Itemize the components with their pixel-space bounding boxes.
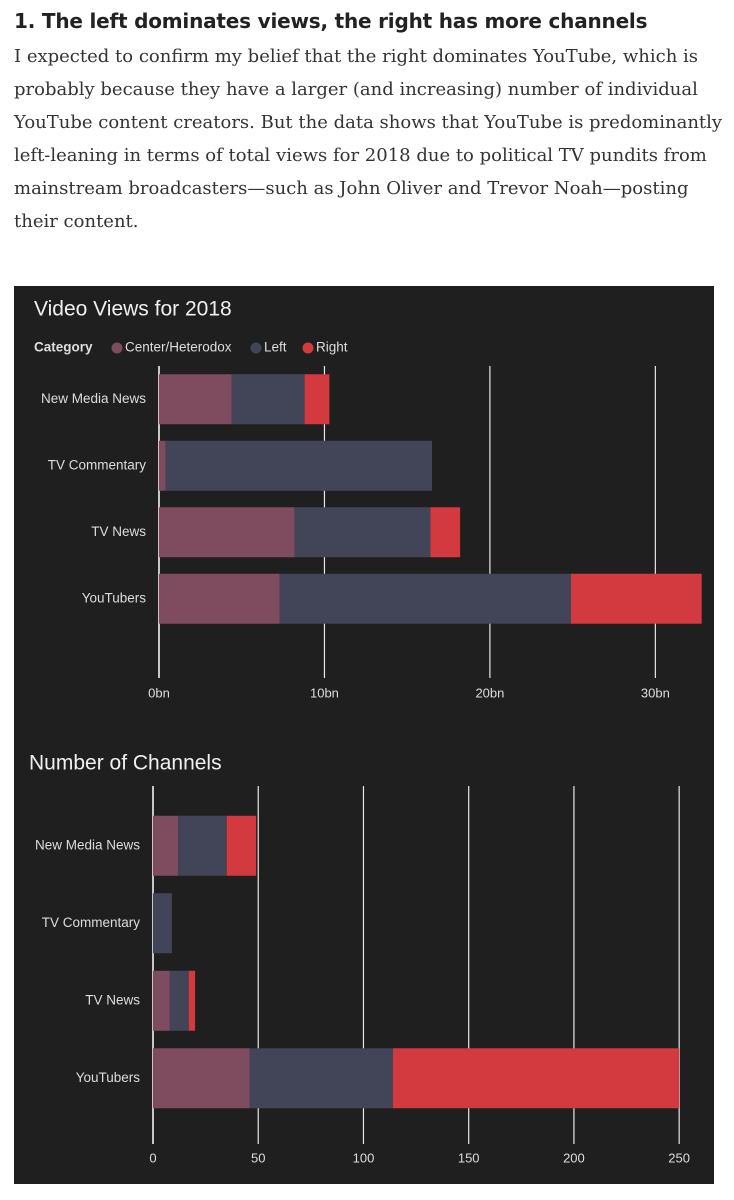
category-label-youtubers: YouTubers <box>76 1070 141 1085</box>
tick-label-10bn: 10bn <box>310 685 339 700</box>
legend-swatch-right <box>302 342 314 354</box>
bar-tv-news-right <box>188 970 196 1031</box>
section-heading: 1. The left dominates views, the right h… <box>14 9 648 33</box>
tick-label-20bn: 20bn <box>475 685 504 700</box>
bar-new-media-news-center-heterodox <box>153 815 179 876</box>
article-paragraph: I expected to confirm my belief that the… <box>14 46 723 232</box>
category-label-tv-commentary: TV Commentary <box>42 915 141 930</box>
bar-tv-news-center-heterodox <box>159 507 295 558</box>
tick-label-250: 250 <box>668 1150 690 1165</box>
bar-tv-commentary-center-heterodox <box>159 440 166 491</box>
legend-label-right: Right <box>316 340 348 355</box>
chart-title: Video Views for 2018 <box>34 298 232 321</box>
bar-new-media-news-left <box>178 815 227 876</box>
legend-label-left: Left <box>264 340 287 355</box>
tick-label-30bn: 30bn <box>641 685 670 700</box>
tick-label-0bn: 0bn <box>148 685 170 700</box>
bar-youtubers-left <box>279 573 571 624</box>
bar-youtubers-center-heterodox <box>153 1048 250 1109</box>
tick-label-150: 150 <box>458 1150 480 1165</box>
bar-tv-news-left <box>169 970 189 1031</box>
bar-youtubers-center-heterodox <box>159 573 280 624</box>
category-label-youtubers: YouTubers <box>82 590 147 605</box>
bar-new-media-news-right <box>226 815 257 876</box>
bar-tv-news-center-heterodox <box>153 970 170 1031</box>
category-label-tv-commentary: TV Commentary <box>48 457 147 472</box>
legend-title: Category <box>34 340 93 355</box>
article: 1. The left dominates views, the right h… <box>14 6 724 238</box>
bar-tv-commentary-left <box>165 440 433 491</box>
category-label-new-media-news: New Media News <box>41 391 146 406</box>
tick-label-100: 100 <box>353 1150 375 1165</box>
bar-youtubers-right <box>570 573 702 624</box>
chart-title: Number of Channels <box>29 752 222 775</box>
bar-youtubers-right <box>392 1048 680 1109</box>
bar-new-media-news-right <box>304 374 330 425</box>
legend-swatch-left <box>250 342 262 354</box>
bar-new-media-news-left <box>231 374 305 425</box>
bar-new-media-news-center-heterodox <box>159 374 232 425</box>
tick-label-0: 0 <box>149 1150 156 1165</box>
bar-tv-news-right <box>430 507 461 558</box>
category-label-tv-news: TV News <box>91 524 146 539</box>
bar-tv-commentary-left <box>153 893 172 954</box>
category-label-new-media-news: New Media News <box>35 837 140 852</box>
bar-tv-news-left <box>294 507 431 558</box>
legend-swatch-center-heterodox <box>111 342 123 354</box>
tick-label-200: 200 <box>563 1150 585 1165</box>
tick-label-50: 50 <box>251 1150 265 1165</box>
charts-canvas: Video Views for 2018 New Media News TV Com… <box>29 298 702 1165</box>
category-label-tv-news: TV News <box>85 992 140 1007</box>
chart-panel: Video Views for 2018 New Media News TV Com… <box>14 286 714 1184</box>
bar-youtubers-left <box>249 1048 393 1109</box>
legend-label-center-heterodox: Center/Heterodox <box>125 340 232 355</box>
